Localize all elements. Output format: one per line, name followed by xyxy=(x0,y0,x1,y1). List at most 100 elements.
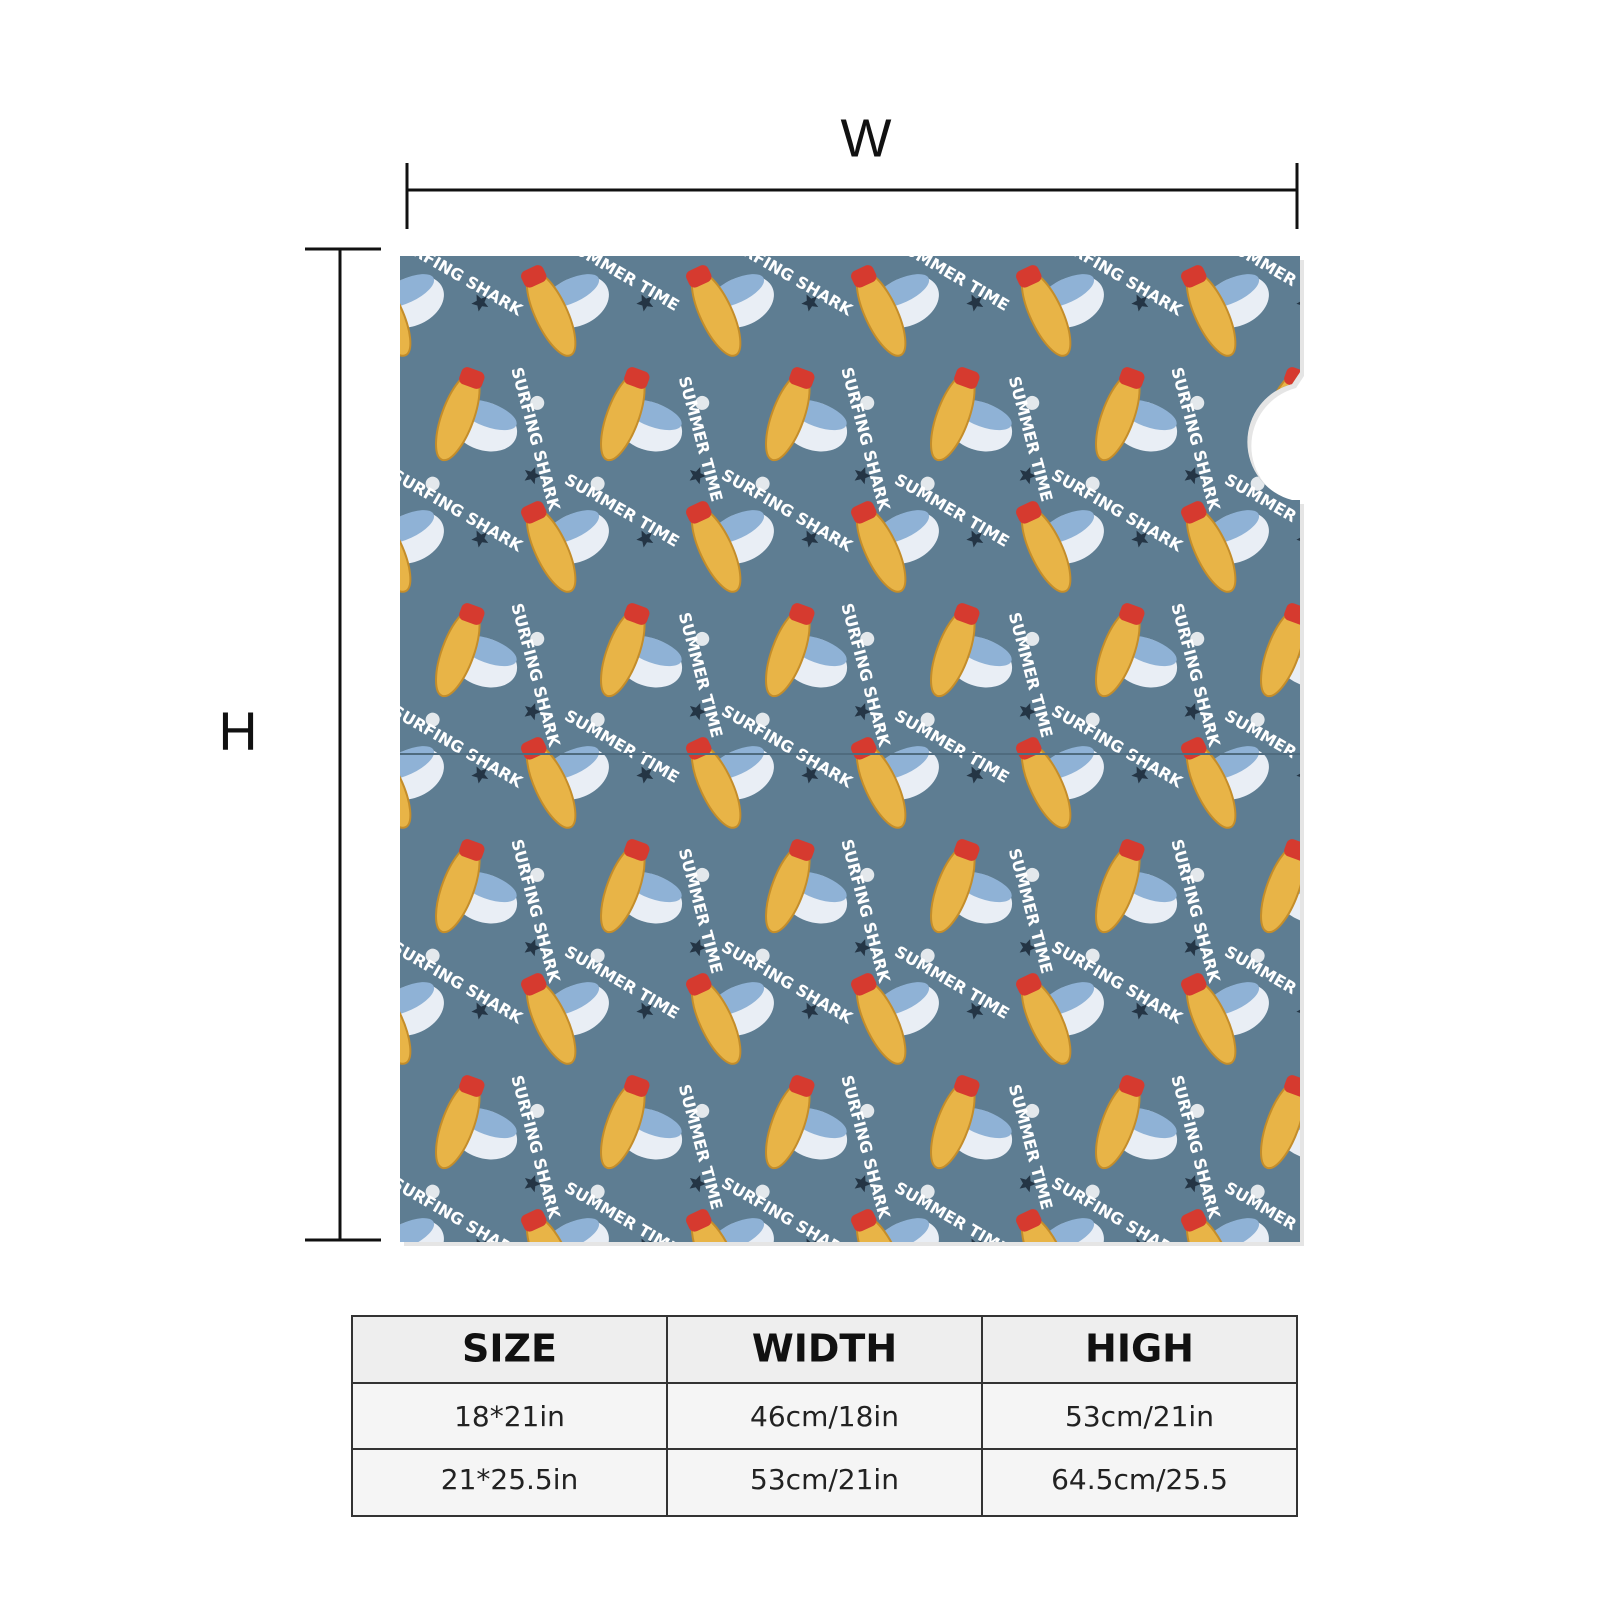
starfish xyxy=(1347,464,1369,485)
starfish xyxy=(1347,700,1369,721)
shell xyxy=(920,476,935,491)
shark-back xyxy=(400,1218,435,1242)
table-cell: 53cm/21in xyxy=(750,1463,899,1496)
shell xyxy=(1190,631,1205,646)
size-table: SIZE WIDTH HIGH 18*21in 46cm/18in 53cm/21in 21… xyxy=(351,1315,1298,1517)
motif: SUMMER TIME xyxy=(521,470,683,593)
shell xyxy=(590,712,605,727)
shell xyxy=(860,1103,875,1118)
surfboard-tip xyxy=(686,973,712,996)
surfboard-tip xyxy=(1119,367,1145,389)
starfish xyxy=(1019,1175,1037,1193)
shell xyxy=(1085,712,1100,727)
shell xyxy=(1250,712,1265,727)
shell xyxy=(1353,1102,1371,1120)
starfish xyxy=(471,294,489,312)
pattern-text: SUMMER TIME xyxy=(1335,610,1387,739)
surfboard-tip xyxy=(1016,501,1042,524)
shark-back xyxy=(400,274,435,308)
starfish xyxy=(1019,467,1037,485)
starfish xyxy=(854,467,872,485)
surfboard-tip xyxy=(1284,839,1300,861)
starfish xyxy=(1019,939,1037,957)
table-cell: 46cm/18in xyxy=(750,1400,899,1433)
table-header-cell: SIZE xyxy=(462,1327,557,1371)
shell xyxy=(1085,948,1100,963)
starfish xyxy=(966,766,984,784)
surfboard-tip xyxy=(624,367,650,389)
surfboard-tip xyxy=(851,501,877,524)
starfish xyxy=(636,766,654,784)
starfish xyxy=(689,467,707,485)
surfboard-tip xyxy=(686,501,712,524)
shell xyxy=(753,238,772,257)
starfish xyxy=(689,939,707,957)
table-cell: 21*25.5in xyxy=(441,1463,579,1496)
starfish xyxy=(636,294,654,312)
surfboard-tip xyxy=(1284,603,1300,625)
surfboard-tip xyxy=(954,839,980,861)
surfboard-tip xyxy=(521,973,547,996)
surfboard-tip xyxy=(1181,501,1207,524)
shell xyxy=(588,238,607,257)
shark-back xyxy=(708,1218,765,1242)
surfboard xyxy=(400,978,412,1065)
surfboard-tip xyxy=(521,1209,547,1232)
starfish xyxy=(801,294,819,312)
starfish xyxy=(801,1002,819,1020)
table-border xyxy=(351,1315,1298,1517)
height-label: H xyxy=(219,701,258,761)
surfboard-tip xyxy=(789,1075,815,1097)
starfish xyxy=(636,1002,654,1020)
starfish xyxy=(1184,1175,1202,1193)
motif: SUMMER TIME xyxy=(1260,839,1387,975)
surfboard-tip xyxy=(1181,973,1207,996)
starfish xyxy=(471,766,489,784)
shark xyxy=(1276,400,1300,452)
starfish xyxy=(636,530,654,548)
shell xyxy=(1025,1103,1040,1118)
starfish xyxy=(1184,467,1202,485)
shell xyxy=(860,631,875,646)
shell xyxy=(530,631,545,646)
starfish xyxy=(524,939,542,957)
starfish xyxy=(801,766,819,784)
shell xyxy=(1250,948,1265,963)
starfish xyxy=(524,1175,542,1193)
table-cell: 53cm/21in xyxy=(1065,1400,1214,1433)
surfboard-tip xyxy=(954,1075,980,1097)
shell xyxy=(1085,1184,1100,1199)
surfboard xyxy=(400,742,412,829)
shell xyxy=(918,238,937,257)
shell xyxy=(423,238,442,257)
shell xyxy=(695,395,710,410)
width-label: W xyxy=(841,108,892,168)
starfish xyxy=(801,530,819,548)
shell xyxy=(860,867,875,882)
shell xyxy=(530,1103,545,1118)
starfish xyxy=(524,703,542,721)
pattern-text: SUMMER TIME xyxy=(1335,374,1387,503)
motif: SUMMER TIME xyxy=(1260,1075,1371,1170)
surfboard xyxy=(400,270,412,357)
shell xyxy=(425,712,440,727)
shell xyxy=(920,1184,935,1199)
surfboard-tip xyxy=(1284,1075,1300,1097)
starfish xyxy=(966,1002,984,1020)
shell xyxy=(920,712,935,727)
pattern-text: SUMMER TIME xyxy=(1335,846,1387,975)
surfboard-tip xyxy=(624,839,650,861)
surfboard-tip xyxy=(1181,1209,1207,1232)
starfish xyxy=(966,530,984,548)
motif: SUMMER TIME xyxy=(1260,603,1387,739)
shell xyxy=(1025,395,1040,410)
surfboard-tip xyxy=(354,735,383,761)
surfboard-tip xyxy=(851,265,877,288)
starfish xyxy=(689,703,707,721)
table-header-cell: WIDTH xyxy=(752,1327,897,1371)
starfish xyxy=(689,1175,707,1193)
surfboard-tip xyxy=(851,1209,877,1232)
starfish xyxy=(1131,294,1149,312)
surfboard-tip xyxy=(1119,839,1145,861)
